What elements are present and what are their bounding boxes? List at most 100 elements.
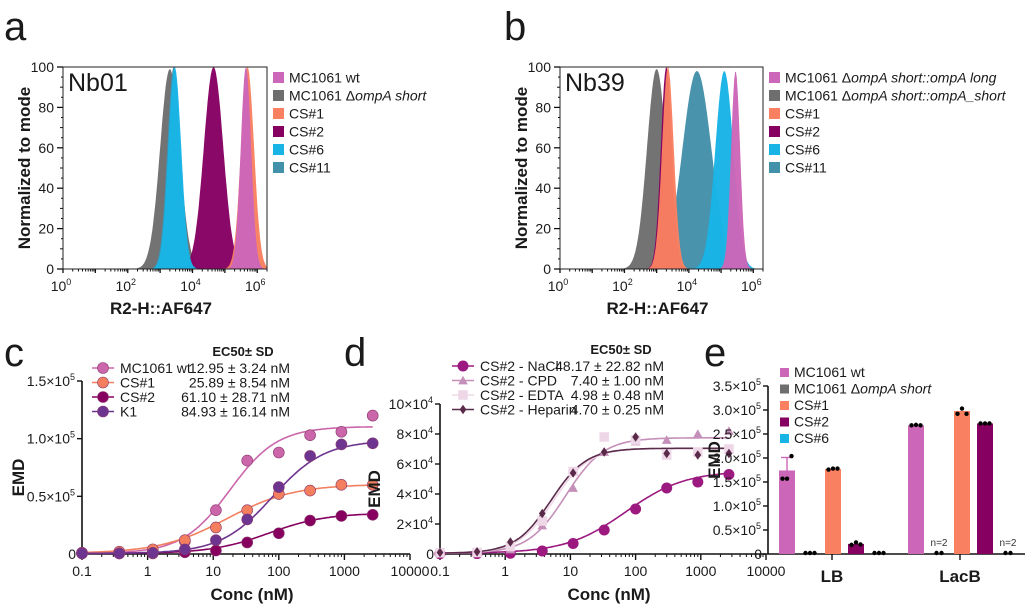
data-point bbox=[600, 447, 608, 457]
n-annotation: n=2 bbox=[1000, 538, 1017, 549]
legend-label: CS#2 bbox=[794, 414, 829, 430]
legend-swatch bbox=[780, 417, 789, 427]
data-point bbox=[210, 544, 222, 557]
legend-swatch bbox=[273, 90, 284, 101]
legend-label: CS#11 bbox=[289, 160, 331, 176]
plot-title: Nb39 bbox=[565, 69, 625, 97]
legend-label: CS#2 bbox=[289, 124, 324, 140]
data-point bbox=[146, 547, 159, 559]
legend-label: CS#6 bbox=[794, 430, 829, 446]
data-point bbox=[272, 481, 285, 493]
data-point bbox=[366, 508, 379, 521]
legend-swatch bbox=[769, 162, 780, 173]
panel-e-bar-chart: 0 0.5×105 1.0×105 1.5×105 2.0×105 2.5×105 3.0×… bbox=[705, 364, 1025, 586]
data-point bbox=[97, 391, 109, 403]
legend-label: CS#1 bbox=[785, 106, 820, 122]
legend-label: CS#1 bbox=[120, 375, 155, 391]
x-tick-label: 100 bbox=[267, 563, 291, 579]
legend-swatch bbox=[769, 126, 780, 137]
data-point bbox=[987, 421, 992, 426]
data-point bbox=[366, 478, 379, 491]
y-tick-label: 100 bbox=[31, 59, 55, 75]
bar bbox=[848, 543, 864, 554]
x-tick-label: 104 bbox=[677, 277, 698, 294]
data-point bbox=[272, 446, 285, 459]
data-point bbox=[241, 536, 254, 549]
data-point bbox=[835, 466, 840, 471]
data-point bbox=[179, 543, 191, 556]
y-tick-label: 60 bbox=[535, 140, 551, 156]
data-point bbox=[959, 406, 965, 411]
data-point bbox=[1003, 550, 1008, 556]
legend-label: CS#2 - NaCl bbox=[480, 358, 559, 374]
data-point bbox=[335, 478, 348, 491]
legend-label: K1 bbox=[120, 404, 137, 420]
data-point bbox=[568, 483, 578, 492]
legend-swatch bbox=[769, 108, 780, 119]
legend-ec50: 61.10 ± 28.71 nM bbox=[181, 389, 290, 405]
y-axis-label: EMD bbox=[9, 459, 28, 497]
data-point bbox=[694, 450, 702, 460]
y-tick-label: 0 bbox=[46, 261, 54, 277]
fit-curve bbox=[81, 441, 373, 555]
data-point bbox=[978, 421, 983, 426]
legend-label: MC1061 ΔompA short::ompA long bbox=[785, 70, 997, 86]
legend-label: CS#1 bbox=[289, 106, 324, 122]
x-axis-label: R2-H::AF647 bbox=[110, 299, 212, 318]
panel-label-e: e bbox=[704, 331, 726, 375]
y-tick-label: 1.5×105 bbox=[27, 372, 75, 389]
legend-label: CS#11 bbox=[785, 160, 827, 176]
x-tick-label: 10 bbox=[205, 563, 221, 579]
bar bbox=[825, 469, 841, 554]
fit-curve bbox=[82, 484, 373, 554]
x-tick-label: 0.1 bbox=[72, 563, 92, 579]
legend-label: MC1061 ΔompA short bbox=[289, 88, 427, 104]
bar bbox=[779, 470, 795, 554]
data-point bbox=[366, 437, 379, 450]
data-point bbox=[853, 540, 859, 545]
fit-curve bbox=[82, 513, 373, 555]
data-point bbox=[1008, 550, 1013, 556]
legend-label: CS#2 - CPD bbox=[480, 373, 557, 389]
y-tick-label: 0.5×105 bbox=[713, 521, 761, 538]
legend-swatch bbox=[273, 72, 284, 83]
y-tick-label: 0.5×105 bbox=[27, 487, 75, 504]
data-point bbox=[567, 538, 579, 549]
data-point bbox=[780, 476, 785, 481]
data-point bbox=[661, 482, 673, 494]
x-tick-label: 100 bbox=[51, 277, 72, 294]
y-tick-label: 1.0×105 bbox=[713, 497, 761, 514]
bar bbox=[977, 423, 993, 554]
x-axis-label: Conc (nM) bbox=[567, 585, 650, 604]
legend-swatch bbox=[780, 384, 789, 394]
histogram-mc1061- bbox=[560, 71, 763, 269]
data-point bbox=[97, 376, 109, 389]
histogram-cs-2 bbox=[63, 67, 267, 269]
data-point bbox=[457, 360, 469, 372]
legend-header: EC50± SD bbox=[212, 344, 273, 359]
y-tick-label: 80 bbox=[535, 99, 551, 115]
data-point bbox=[693, 429, 703, 438]
legend-label: CS#6 bbox=[785, 142, 820, 158]
x-category-label: LacB bbox=[939, 567, 981, 586]
data-point bbox=[599, 432, 610, 442]
x-tick-label: 106 bbox=[245, 277, 266, 294]
data-point bbox=[725, 448, 733, 459]
legend-ec50: 25.89 ± 8.54 nM bbox=[189, 375, 290, 391]
legend-ec50: 7.40 ± 1.00 nM bbox=[571, 373, 664, 389]
data-point bbox=[663, 448, 671, 459]
x-category-label: LB bbox=[821, 567, 844, 586]
n-annotation: n=2 bbox=[931, 538, 948, 549]
legend-ec50: 12.95 ± 3.24 nM bbox=[189, 360, 290, 376]
data-point bbox=[909, 423, 914, 428]
data-point bbox=[458, 375, 468, 385]
legend-swatch bbox=[273, 162, 284, 173]
y-tick-label: 40 bbox=[535, 180, 551, 196]
y-tick-label: 2×104 bbox=[396, 515, 433, 532]
data-point bbox=[537, 516, 548, 526]
histogram-mc1061- bbox=[63, 69, 267, 269]
data-point bbox=[872, 550, 877, 556]
histogram-mc1061-wt bbox=[63, 67, 267, 269]
data-point bbox=[97, 362, 109, 374]
